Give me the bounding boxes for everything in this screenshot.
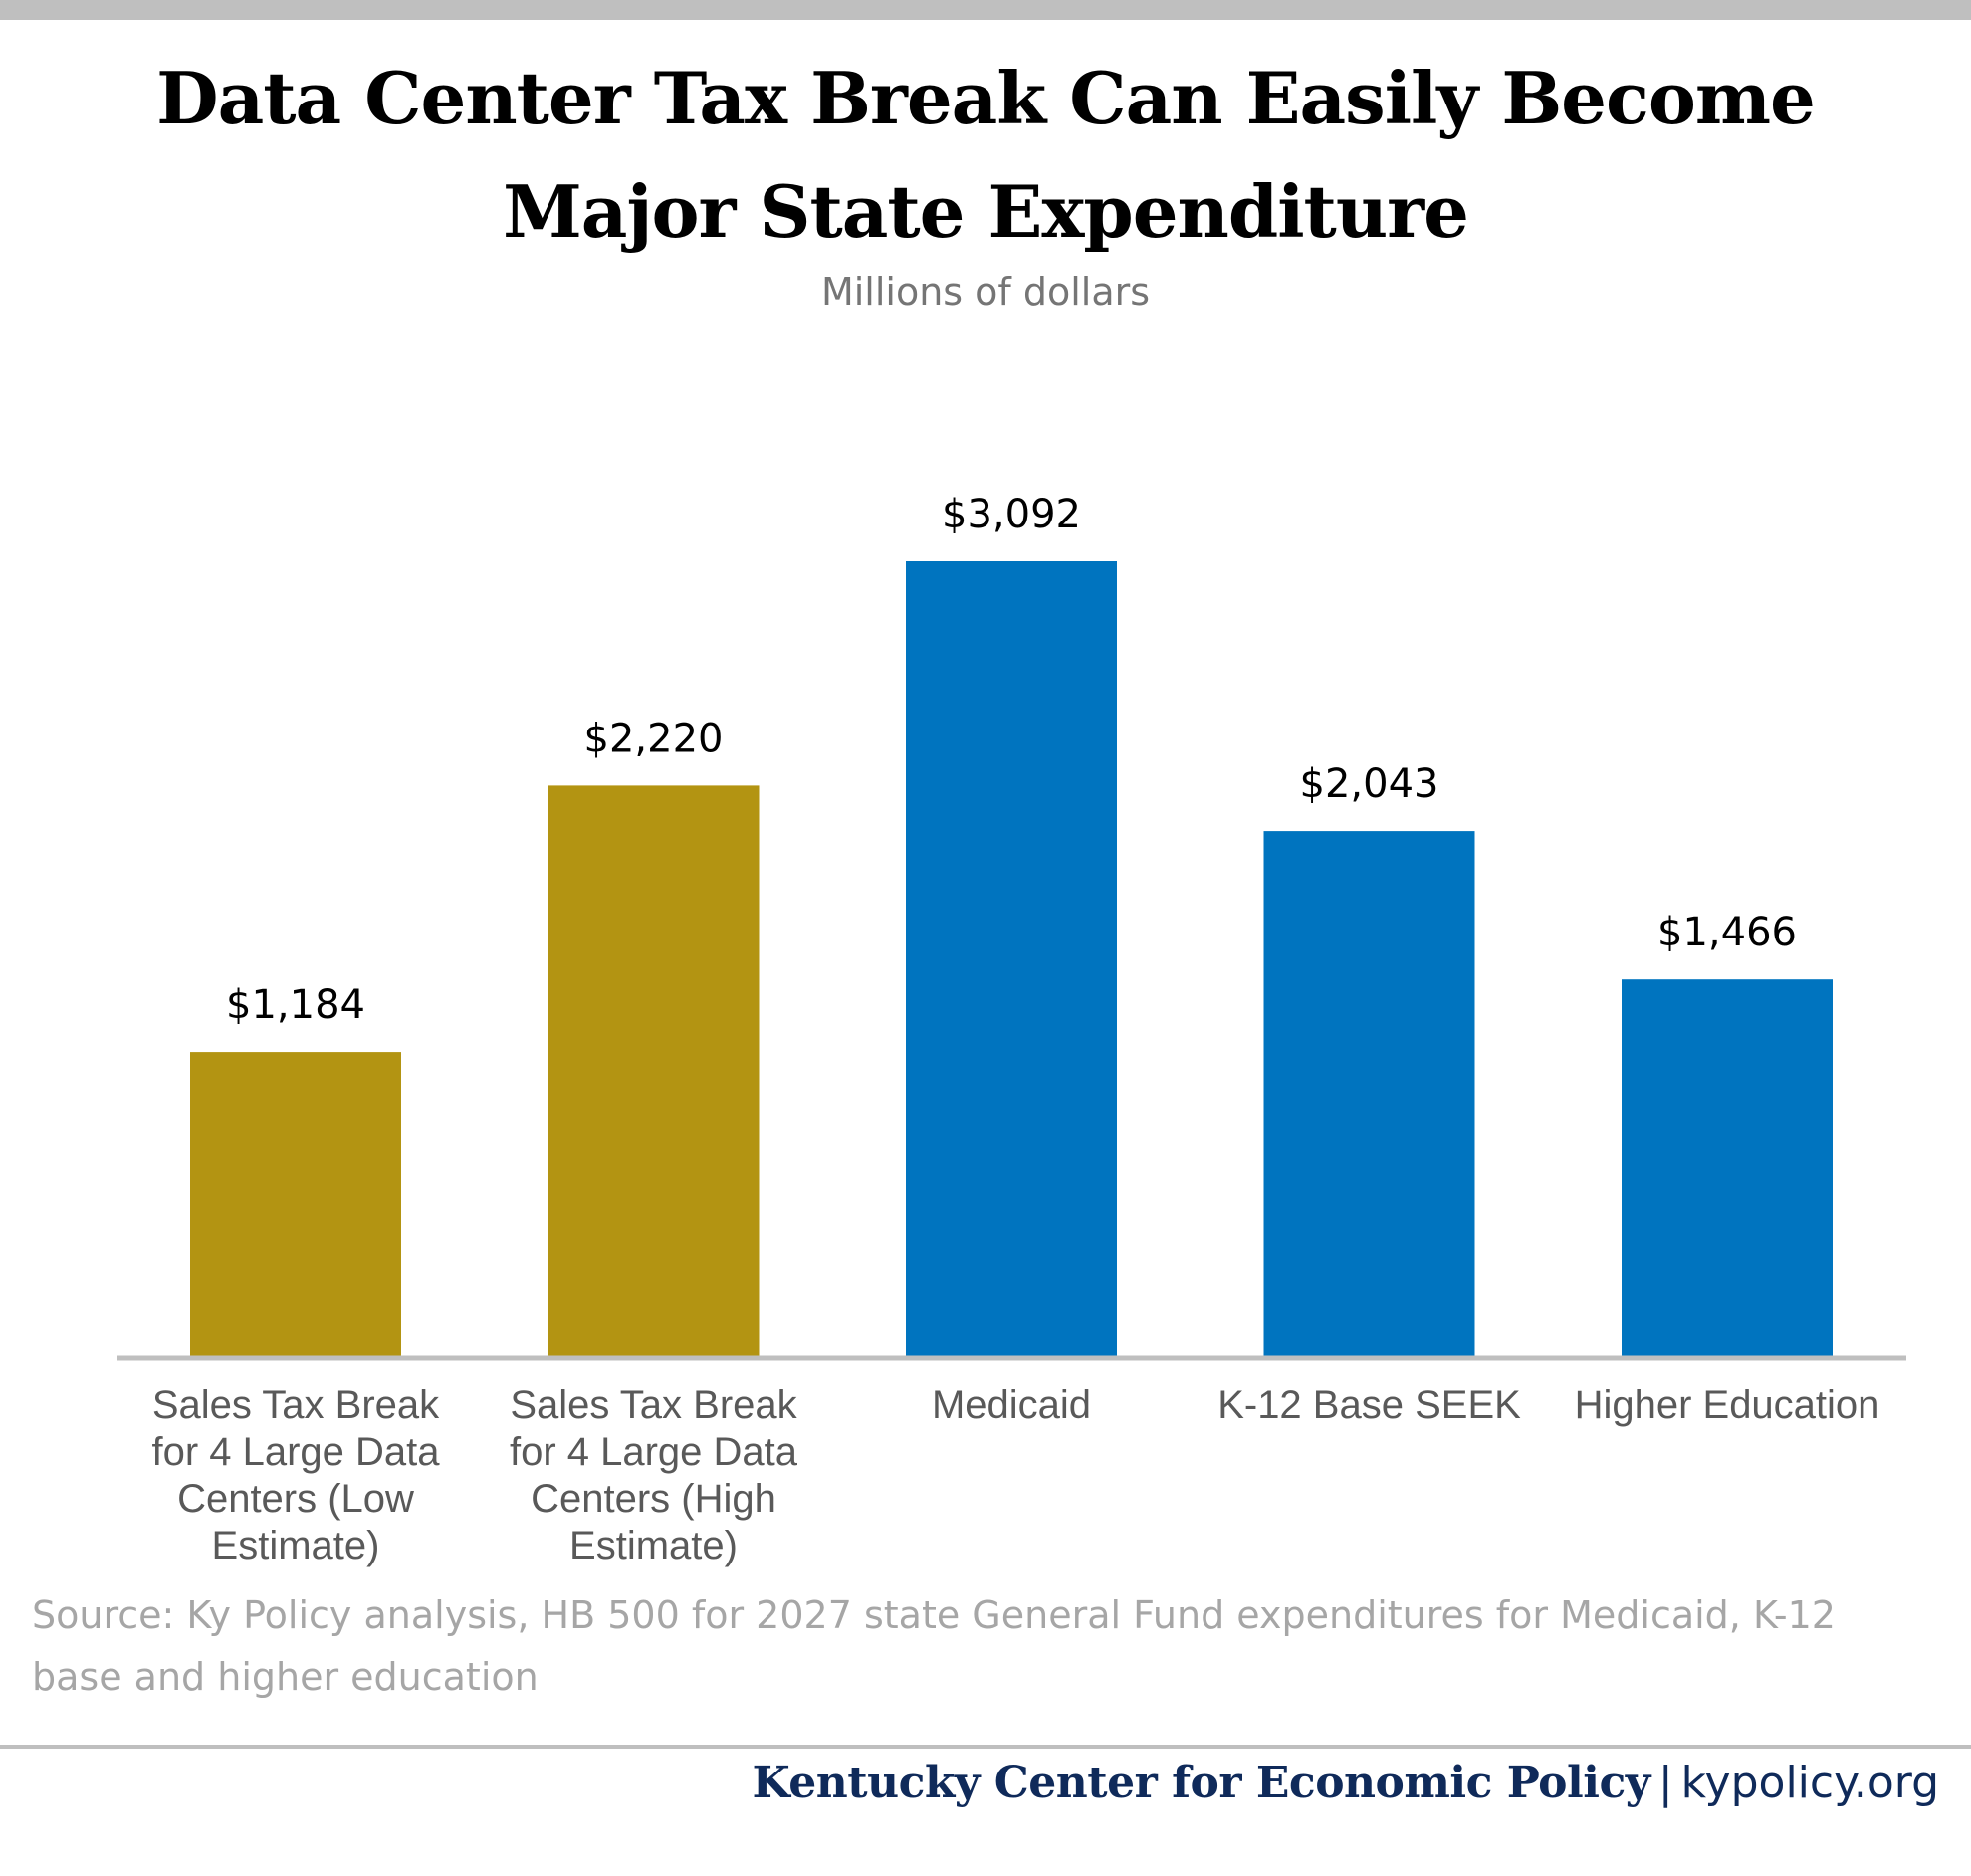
bar-value-label-5: $1,466 xyxy=(1657,910,1797,955)
bar-4 xyxy=(1263,831,1475,1356)
footer-org-name: Kentucky Center for Economic Policy xyxy=(752,1758,1651,1808)
chart-title: Data Center Tax Break Can Easily Become … xyxy=(0,42,1971,269)
category-label-2-line-3: Centers (High xyxy=(531,1477,776,1521)
footer-separator: | xyxy=(1657,1758,1673,1808)
bar-value-label-2: $2,220 xyxy=(584,716,724,761)
footer-site-link[interactable]: kypolicy.org xyxy=(1680,1758,1939,1808)
source-line-1: Source: Ky Policy analysis, HB 500 for 2… xyxy=(32,1593,1836,1637)
category-label-5: Higher Education xyxy=(1563,1382,1891,1429)
category-label-4: K-12 Base SEEK xyxy=(1205,1382,1534,1429)
category-label-1: Sales Tax Break for 4 Large Data Centers (… xyxy=(131,1382,460,1569)
bar-5 xyxy=(1622,979,1833,1356)
chart-title-line-2: Major State Expenditure xyxy=(503,169,1469,254)
bar-3 xyxy=(906,561,1117,1356)
category-label-1-line-2: for 4 Large Data xyxy=(151,1430,440,1474)
bar-group xyxy=(190,561,1833,1356)
category-label-2-line-2: for 4 Large Data xyxy=(509,1430,798,1474)
chart-title-line-1: Data Center Tax Break Can Easily Become xyxy=(156,56,1816,140)
category-label-3: Medicaid xyxy=(847,1382,1176,1429)
footer: Kentucky Center for Economic Policy | kypo… xyxy=(753,1754,1939,1813)
bar-value-label-3: $3,092 xyxy=(942,492,1081,537)
category-label-2: Sales Tax Break for 4 Large Data Centers (… xyxy=(490,1382,818,1569)
bar-value-label-1: $1,184 xyxy=(226,982,365,1028)
value-label-group: $1,184 $2,220 $3,092 $2,043 $1,466 xyxy=(226,492,1797,1028)
category-label-5-line-1: Higher Education xyxy=(1574,1383,1880,1427)
bar-value-label-4: $2,043 xyxy=(1300,761,1439,807)
category-label-2-line-1: Sales Tax Break xyxy=(510,1383,797,1427)
bar-2 xyxy=(548,785,760,1356)
source-note: Source: Ky Policy analysis, HB 500 for 2… xyxy=(32,1584,1963,1708)
bar-chart: $1,184 $2,220 $3,092 $2,043 $1,466 xyxy=(117,492,1906,1361)
source-line-2: base and higher education xyxy=(32,1655,539,1699)
top-rule xyxy=(0,0,1971,20)
category-label-1-line-1: Sales Tax Break xyxy=(151,1383,440,1427)
category-label-3-line-1: Medicaid xyxy=(931,1383,1092,1427)
category-label-2-line-4: Estimate) xyxy=(569,1524,738,1567)
category-label-1-line-4: Estimate) xyxy=(211,1524,380,1567)
bottom-rule xyxy=(0,1745,1971,1749)
category-label-4-line-1: K-12 Base SEEK xyxy=(1217,1383,1521,1427)
bar-1 xyxy=(190,1052,401,1356)
chart-subtitle: Millions of dollars xyxy=(820,270,1151,313)
category-label-1-line-3: Centers (Low xyxy=(177,1477,414,1521)
